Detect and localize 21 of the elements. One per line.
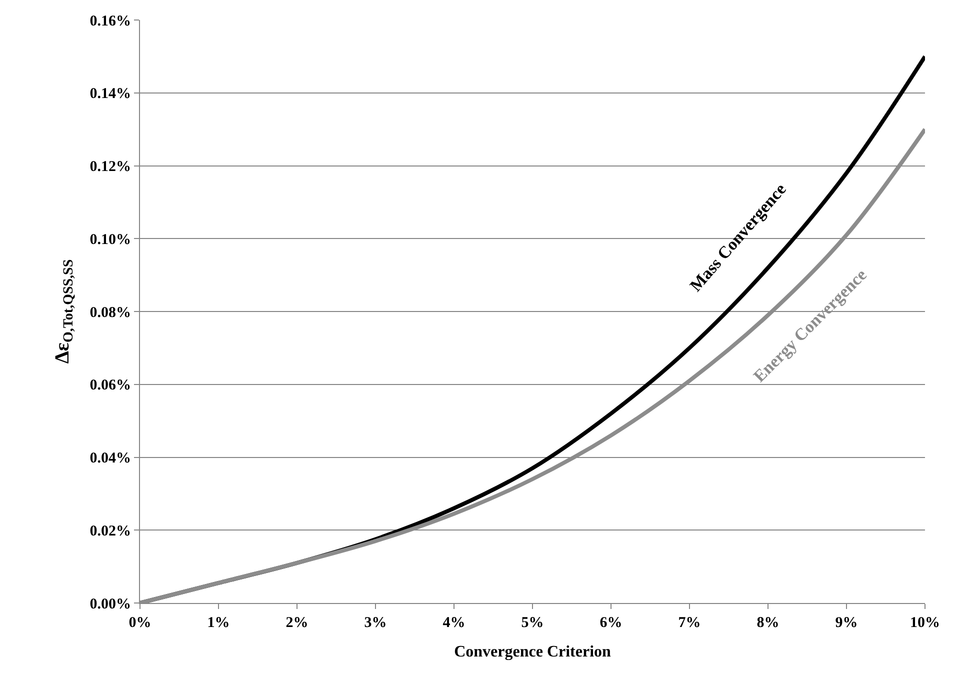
x-tick-label: 1% [207, 615, 230, 631]
y-tick-label: 0.04% [90, 450, 131, 466]
x-tick-label: 8% [756, 615, 780, 631]
x-tick-label: 0% [128, 615, 152, 631]
y-tick-label: 0.06% [90, 378, 131, 394]
x-tick-label: 7% [678, 615, 701, 631]
x-tick-label: 5% [521, 615, 544, 631]
x-tick-label: 9% [835, 615, 858, 631]
y-tick-label: 0.08% [90, 304, 131, 321]
y-tick-label: 0.16% [90, 13, 131, 30]
x-tick-label: 4% [442, 615, 466, 631]
x-tick-label: 10% [910, 615, 940, 631]
y-tick-label: 0.00% [90, 596, 131, 612]
y-tick-label: 0.10% [90, 232, 131, 248]
y-tick-label: 0.02% [90, 523, 131, 540]
x-axis-title: Convergence Criterion [454, 644, 612, 661]
x-tick-label: 3% [364, 615, 387, 631]
y-tick-label: 0.14% [90, 86, 131, 102]
y-tick-label: 0.12% [90, 159, 131, 175]
x-tick-label: 6% [600, 615, 622, 631]
x-tick-label: 2% [286, 615, 308, 631]
